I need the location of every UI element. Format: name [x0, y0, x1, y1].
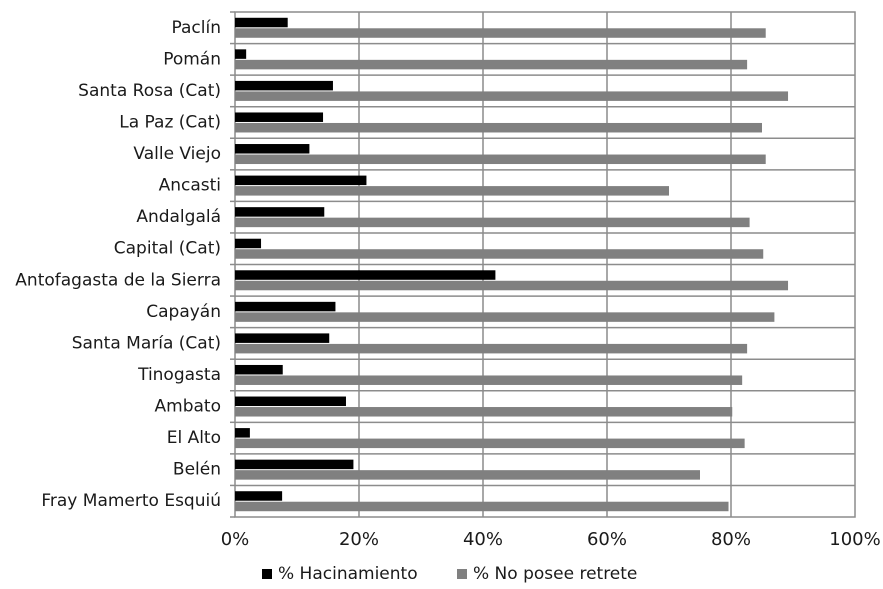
bar-no-posee-retrete: [235, 122, 762, 133]
bar-hacinamiento: [235, 396, 346, 407]
bar-hacinamiento: [235, 80, 333, 91]
category-label: Santa Rosa (Cat): [78, 81, 221, 101]
bar-hacinamiento: [235, 49, 247, 59]
x-tick-label: 80%: [711, 529, 751, 550]
x-tick-label: 40%: [463, 529, 503, 550]
category-label: Tinogasta: [137, 365, 221, 385]
category-label: Ancasti: [159, 176, 221, 196]
legend-swatch-no-posee-retrete: [457, 569, 467, 579]
bar-no-posee-retrete: [235, 217, 750, 228]
bar-hacinamiento: [235, 333, 330, 343]
bar-hacinamiento: [235, 459, 354, 470]
category-label: Valle Viejo: [133, 144, 221, 164]
category-label: Fray Mamerto Esquiú: [41, 491, 221, 511]
category-label: Santa María (Cat): [72, 333, 221, 353]
category-label: Andalgalá: [136, 207, 221, 227]
x-tick-label: 60%: [587, 529, 627, 550]
bar-no-posee-retrete: [235, 280, 789, 291]
category-label: Ambato: [155, 397, 221, 417]
bar-hacinamiento: [235, 301, 336, 312]
bar-no-posee-retrete: [235, 501, 729, 512]
legend: % Hacinamiento % No posee retrete: [262, 564, 637, 584]
category-label: El Alto: [167, 428, 221, 448]
bar-hacinamiento: [235, 364, 283, 375]
legend-swatch-hacinamiento: [262, 569, 272, 579]
bar-no-posee-retrete: [235, 312, 775, 322]
x-tick-label: 100%: [829, 529, 880, 550]
bar-no-posee-retrete: [235, 375, 743, 385]
category-label: Pomán: [163, 49, 221, 69]
bar-no-posee-retrete: [235, 154, 766, 165]
bar-hacinamiento: [235, 491, 283, 501]
category-label: Antofagasta de la Sierra: [15, 270, 221, 290]
bar-hacinamiento: [235, 112, 324, 122]
category-label: Belén: [173, 460, 221, 480]
bar-no-posee-retrete: [235, 28, 766, 38]
x-tick-label: 0%: [221, 529, 250, 550]
bar-no-posee-retrete: [235, 91, 789, 101]
category-label: Capital (Cat): [114, 239, 221, 259]
bar-no-posee-retrete: [235, 470, 700, 480]
bar-no-posee-retrete: [235, 343, 748, 354]
category-label: Capayán: [146, 302, 221, 322]
bars: [235, 17, 789, 512]
bar-hacinamiento: [235, 144, 310, 154]
bar-no-posee-retrete: [235, 249, 764, 259]
bar-hacinamiento: [235, 238, 262, 249]
category-label: La Paz (Cat): [119, 112, 221, 132]
x-tick-label: 20%: [339, 529, 379, 550]
bar-no-posee-retrete: [235, 407, 733, 417]
bar-hacinamiento: [235, 270, 496, 280]
bar-no-posee-retrete: [235, 438, 745, 449]
bar-hacinamiento: [235, 17, 288, 28]
bar-hacinamiento: [235, 428, 250, 438]
legend-label-hacinamiento: % Hacinamiento: [278, 564, 418, 584]
axes: 0% 20% 40% 60% 80% 100% Paclín Pomán Santa Rosa …: [15, 11, 881, 550]
bar-hacinamiento: [235, 175, 367, 186]
bar-hacinamiento: [235, 207, 325, 217]
category-label: Paclín: [172, 18, 221, 38]
bar-no-posee-retrete: [235, 186, 669, 196]
legend-label-no-posee-retrete: % No posee retrete: [473, 564, 637, 584]
bar-no-posee-retrete: [235, 59, 748, 70]
